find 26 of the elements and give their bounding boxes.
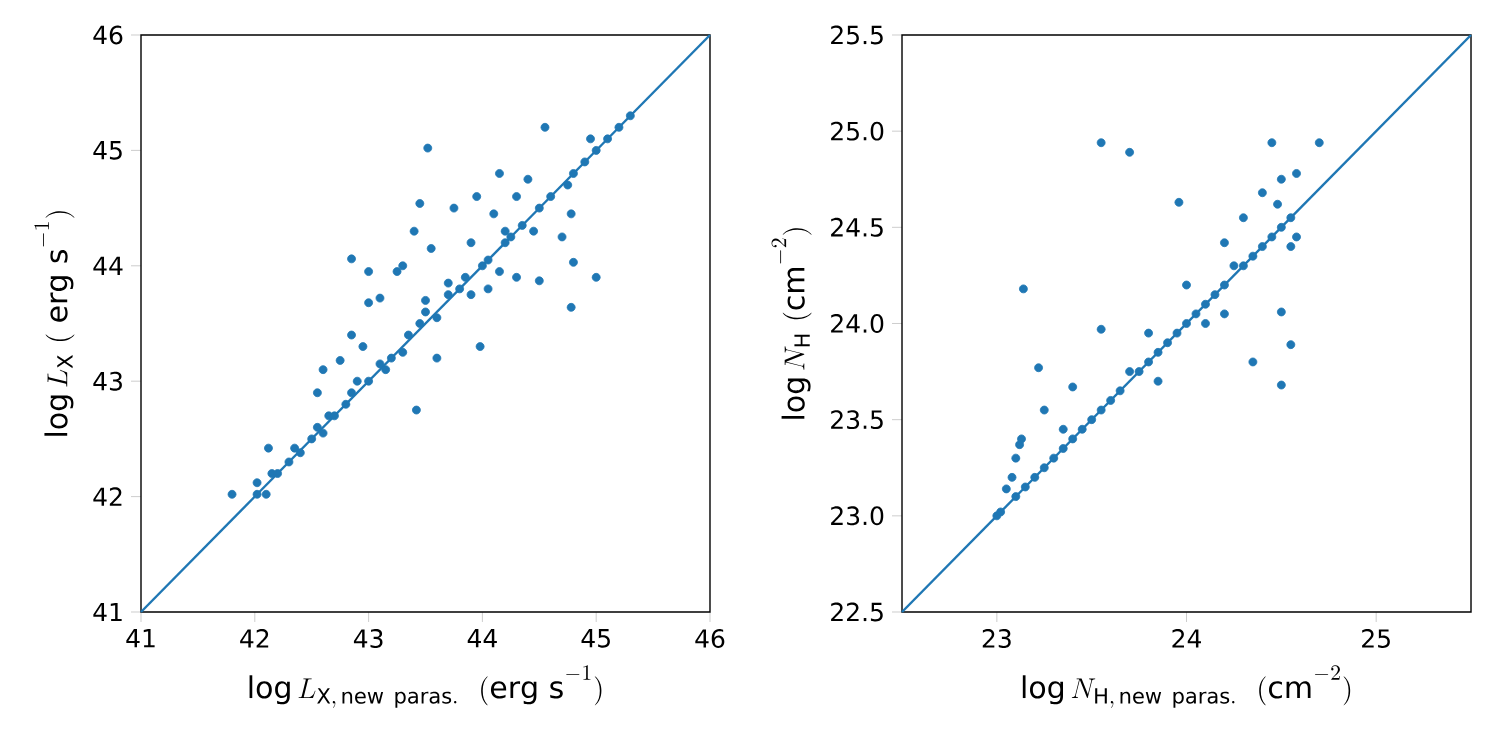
y-tick-label: 23.0 bbox=[831, 506, 884, 526]
y-axis-title: $\log L_{\mathrm{X}}\ (\ \mathrm{erg\ s}^{-1})$ bbox=[34, 211, 75, 436]
x-tick-label: 43 bbox=[353, 629, 383, 648]
x-tick-label: 25 bbox=[1362, 629, 1390, 648]
y-tick-label: 22.5 bbox=[831, 602, 883, 622]
y-axis-title: $\log N_{\mathrm{H}}\ (\mathrm{cm}^{-2})$ bbox=[771, 228, 812, 419]
y-tick-label: 25.5 bbox=[831, 25, 883, 45]
y-tick-label: 24.5 bbox=[831, 217, 883, 237]
y-tick-label: 44 bbox=[93, 256, 123, 275]
x-tick-label: 45 bbox=[581, 629, 610, 648]
y-tick-label: 23.5 bbox=[831, 410, 883, 430]
x-tick-label: 23 bbox=[982, 629, 1011, 648]
x-tick-label: 41 bbox=[126, 629, 155, 648]
x-tick-label: 24 bbox=[1172, 629, 1201, 648]
y-tick-label: 25.0 bbox=[831, 121, 884, 141]
y-tick-label: 45 bbox=[93, 141, 122, 160]
x-tick-label: 46 bbox=[695, 629, 725, 648]
y-tick-label: 46 bbox=[93, 25, 123, 45]
x-tick-label: 44 bbox=[467, 629, 497, 648]
y-tick-label: 42 bbox=[93, 487, 122, 506]
x-axis-title: $\log L_{\mathrm{X,\,new\ paras.}}\ \ (\mathrm{erg\ s}^{-1})$ bbox=[249, 665, 602, 708]
y-tick-label: 43 bbox=[93, 371, 122, 391]
x-axis-title: $\log N_{\mathrm{H,\,new\ paras.}}\ \ (\mathrm{cm}^{-2})$ bbox=[1022, 665, 1351, 708]
y-tick-label: 41 bbox=[93, 602, 122, 622]
x-tick-label: 42 bbox=[240, 629, 269, 648]
y-tick-label: 24.0 bbox=[831, 314, 884, 333]
